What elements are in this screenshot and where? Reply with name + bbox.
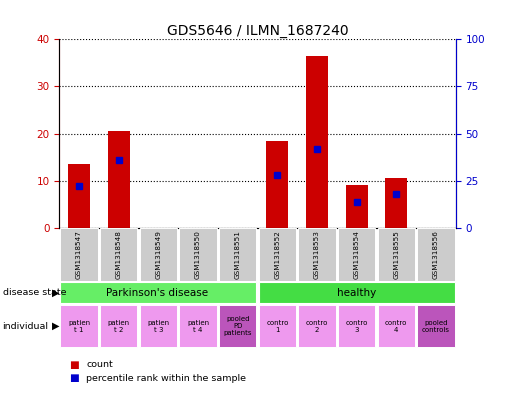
Text: GSM1318550: GSM1318550 bbox=[195, 230, 201, 279]
Text: GSM1318552: GSM1318552 bbox=[274, 230, 280, 279]
Text: ■: ■ bbox=[70, 373, 79, 383]
Bar bbox=[68, 164, 90, 228]
Text: GSM1318556: GSM1318556 bbox=[433, 230, 439, 279]
Bar bbox=[179, 228, 217, 281]
Text: ▶: ▶ bbox=[52, 288, 59, 298]
Bar bbox=[60, 228, 98, 281]
Bar bbox=[219, 305, 256, 347]
Bar bbox=[346, 185, 368, 228]
Text: patien
t 1: patien t 1 bbox=[68, 320, 90, 333]
Bar bbox=[377, 305, 415, 347]
Text: GSM1318548: GSM1318548 bbox=[116, 230, 122, 279]
Bar bbox=[108, 131, 130, 228]
Bar bbox=[140, 305, 177, 347]
Bar bbox=[306, 56, 328, 228]
Bar bbox=[377, 228, 415, 281]
Text: GSM1318547: GSM1318547 bbox=[76, 230, 82, 279]
Bar bbox=[100, 305, 138, 347]
Bar bbox=[417, 228, 455, 281]
Bar bbox=[417, 305, 455, 347]
Text: contro
2: contro 2 bbox=[306, 320, 328, 333]
Text: disease state: disease state bbox=[3, 288, 66, 297]
Bar bbox=[385, 178, 407, 228]
Text: pooled
controls: pooled controls bbox=[422, 320, 450, 333]
Text: count: count bbox=[86, 360, 113, 369]
Text: pooled
PD
patients: pooled PD patients bbox=[224, 316, 252, 336]
Title: GDS5646 / ILMN_1687240: GDS5646 / ILMN_1687240 bbox=[167, 24, 348, 38]
Text: Parkinson's disease: Parkinson's disease bbox=[106, 288, 208, 298]
Text: contro
4: contro 4 bbox=[385, 320, 407, 333]
Bar bbox=[338, 228, 375, 281]
Bar bbox=[219, 228, 256, 281]
Text: GSM1318553: GSM1318553 bbox=[314, 230, 320, 279]
Bar bbox=[259, 282, 455, 303]
Text: individual: individual bbox=[3, 322, 48, 331]
Text: GSM1318554: GSM1318554 bbox=[354, 230, 359, 279]
Text: percentile rank within the sample: percentile rank within the sample bbox=[86, 374, 246, 382]
Text: patien
t 3: patien t 3 bbox=[147, 320, 169, 333]
Bar bbox=[259, 228, 296, 281]
Text: patien
t 4: patien t 4 bbox=[187, 320, 209, 333]
Bar bbox=[140, 228, 177, 281]
Bar bbox=[60, 282, 256, 303]
Text: contro
3: contro 3 bbox=[346, 320, 368, 333]
Text: patien
t 2: patien t 2 bbox=[108, 320, 130, 333]
Text: GSM1318551: GSM1318551 bbox=[235, 230, 241, 279]
Bar bbox=[266, 141, 288, 228]
Bar bbox=[100, 228, 138, 281]
Bar bbox=[338, 305, 375, 347]
Text: healthy: healthy bbox=[337, 288, 376, 298]
Bar bbox=[298, 228, 336, 281]
Bar bbox=[179, 305, 217, 347]
Text: ■: ■ bbox=[70, 360, 79, 370]
Bar bbox=[259, 305, 296, 347]
Text: GSM1318555: GSM1318555 bbox=[393, 230, 399, 279]
Text: contro
1: contro 1 bbox=[266, 320, 288, 333]
Text: ▶: ▶ bbox=[52, 321, 59, 331]
Bar bbox=[60, 305, 98, 347]
Text: GSM1318549: GSM1318549 bbox=[156, 230, 161, 279]
Bar bbox=[298, 305, 336, 347]
